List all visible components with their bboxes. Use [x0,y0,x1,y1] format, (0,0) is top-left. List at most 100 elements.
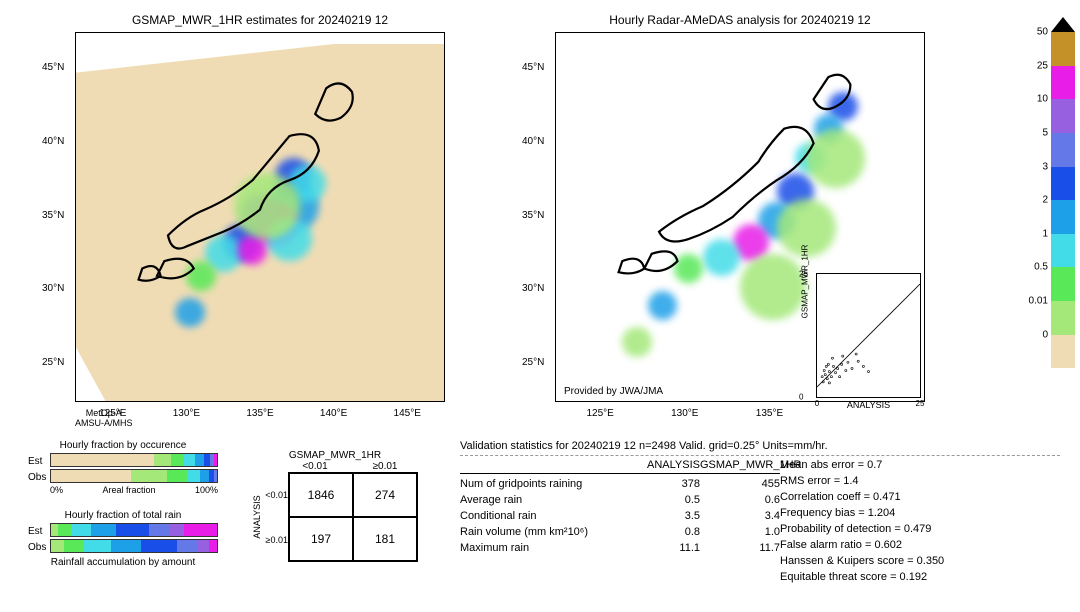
xtick: 130°E [173,408,200,419]
stats-metric: Correlation coeff = 0.471 [780,491,1050,503]
stats-row: Conditional rain3.53.4 [460,510,780,522]
stats-val-a: 0.5 [620,494,700,506]
stats-row: Num of gridpoints raining378455 [460,478,780,490]
contingency-cells: 1846 274 197 181 [288,472,418,562]
fraction-segment [154,454,171,466]
stats-metric: Mean abs error = 0.7 [780,459,1050,471]
xtick: 140°E [320,408,347,419]
stats-key: Conditional rain [460,510,620,522]
fraction-occurrence: Hourly fraction by occurence Est Obs 0%A… [28,440,218,495]
frac-obs-label: Obs [28,542,50,553]
stats-metric: Probability of detection = 0.479 [780,523,1050,535]
contingency-col1: ≥0.01 [350,461,420,472]
fraction-segment [116,524,149,536]
colorbar-segment [1051,267,1075,301]
frac-rain-title: Hourly fraction of total rain [28,510,218,521]
stats-val-a: 378 [620,478,700,490]
frac-rain-est-bar [50,523,218,537]
fraction-segment [204,454,211,466]
xtick: 130°E [671,408,698,419]
fraction-segment [149,524,169,536]
stats-row: Average rain0.50.6 [460,494,780,506]
stats-metrics: Mean abs error = 0.7RMS error = 1.4Corre… [780,459,1050,587]
stats-row: Rain volume (mm km²10⁶)0.81.0 [460,526,780,538]
validation-stats: Validation statistics for 20240219 12 n=… [460,440,1060,587]
fraction-segment [214,454,217,466]
stats-val-b: 455 [700,478,780,490]
colorbar-tick: 50 [1037,27,1048,38]
contingency-ylabel: ANALYSIS [212,510,302,524]
colorbar-tick: 25 [1037,60,1048,71]
colorbar-segment [1051,167,1075,201]
frac-axis0: 0% [50,485,63,495]
colorbar-segment [1051,99,1075,133]
xtick: 125°E [586,408,613,419]
stats-metric: Equitable threat score = 0.192 [780,571,1050,583]
inset-xlabel: ANALYSIS [817,400,920,410]
colorbar-segment [1051,32,1075,66]
fraction-segment [91,524,116,536]
ytick: 25°N [522,357,544,368]
ytick: 30°N [42,283,64,294]
fraction-segment [51,540,64,552]
map-analysis: Hourly Radar-AMeDAS analysis for 2024021… [555,32,925,402]
fraction-rain: Hourly fraction of total rain Est Obs Ra… [28,510,218,570]
frac-obs-label: Obs [28,472,50,483]
inset-xtick: 25 [916,399,925,408]
colorbar-segment [1051,66,1075,100]
frac-est-label: Est [28,456,50,467]
xtick: 135°E [246,408,273,419]
fraction-segment [51,470,131,482]
stats-val-b: 1.0 [700,526,780,538]
colorbar-tick: 0.5 [1034,262,1048,273]
colorbar [1051,32,1075,402]
stats-metric: Frequency bias = 1.204 [780,507,1050,519]
stats-key: Num of gridpoints raining [460,478,620,490]
contingency-table: GSMAP_MWR_1HR <0.01 ≥0.01 ANALYSIS <0.01… [250,450,420,562]
fraction-segment [184,454,196,466]
colorbar-tick: 0.01 [1029,296,1048,307]
frac-occ-est-bar [50,453,218,467]
frac-axis2: 100% [195,485,218,495]
colorbar-tick: 1 [1042,228,1048,239]
stats-head-a: ANALYSIS [620,459,700,471]
colorbar-tick: 5 [1042,127,1048,138]
satellite-label: MetOp-A AMSU-A/MHS [75,408,133,428]
fraction-segment [187,470,200,482]
map-gsmap-title: GSMAP_MWR_1HR estimates for 20240219 12 [76,13,444,27]
fraction-segment [167,470,187,482]
stats-metric: Hanssen & Kuipers score = 0.350 [780,555,1050,567]
colorbar-tick: 2 [1042,195,1048,206]
fraction-segment [197,540,209,552]
sat-line2: AMSU-A/MHS [75,418,133,428]
colorbar-tick: 0 [1042,329,1048,340]
inset-xtick: 0 [815,399,819,408]
figure-root: GSMAP_MWR_1HR estimates for 20240219 12 … [0,0,1080,612]
fraction-segment [177,540,197,552]
fraction-segment [51,454,154,466]
stats-key: Rain volume (mm km²10⁶) [460,526,620,538]
colorbar-arrow-icon [1051,17,1075,32]
ytick: 35°N [42,210,64,221]
fraction-segment [209,540,217,552]
sat-line1: MetOp-A [75,408,133,418]
fraction-segment [51,524,58,536]
colorbar-segment [1051,301,1075,335]
colorbar-tick: 10 [1037,94,1048,105]
stats-val-a: 0.8 [620,526,700,538]
fraction-segment [171,454,184,466]
contingency-row1: ≥0.01 [264,535,288,545]
stats-key: Maximum rain [460,542,620,554]
ytick: 35°N [522,210,544,221]
stats-title: Validation statistics for 20240219 12 n=… [460,440,1060,456]
inset-ytick: 0 [799,393,803,402]
fraction-segment [58,524,71,536]
scatter-inset: ANALYSIS GSMAP_MWR_1HR 0 25 0 25 [816,273,921,398]
frac-axis1: Areal fraction [102,485,155,495]
stats-head-b: GSMAP_MWR_1HR [700,459,780,471]
ytick: 40°N [522,136,544,147]
xtick: 135°E [756,408,783,419]
fraction-segment [184,524,217,536]
inset-ytick: 25 [799,270,808,279]
stats-val-a: 11.1 [620,542,700,554]
